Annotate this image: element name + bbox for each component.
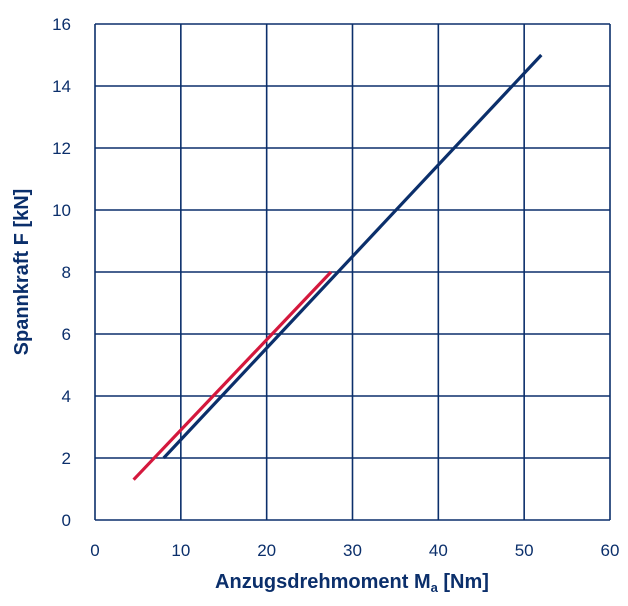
series-line-1 [162, 53, 543, 460]
grid [94, 23, 611, 521]
x-axis-title: Anzugsdrehmoment Ma [Nm] [215, 571, 489, 595]
y-tick-label: 4 [62, 387, 71, 406]
x-tick-label: 20 [257, 541, 276, 560]
y-tick-label: 8 [62, 263, 71, 282]
y-tick-label: 14 [52, 77, 71, 96]
y-tick-label: 0 [62, 511, 71, 530]
y-tick-labels: 0 2 4 6 8 10 12 14 16 [52, 15, 71, 530]
y-tick-label: 2 [62, 449, 71, 468]
x-tick-label: 60 [601, 541, 620, 560]
x-tick-label: 50 [515, 541, 534, 560]
y-axis-title: Spannkraft F [kN] [11, 189, 33, 356]
x-tick-label: 30 [343, 541, 362, 560]
y-tick-label: 16 [52, 15, 71, 34]
series-group [132, 53, 543, 481]
x-tick-label: 0 [90, 541, 99, 560]
x-tick-label: 40 [429, 541, 448, 560]
y-tick-label: 12 [52, 139, 71, 158]
x-tick-label: 10 [171, 541, 190, 560]
y-tick-label: 6 [62, 325, 71, 344]
series-line-2 [132, 270, 333, 481]
x-tick-labels: 0 10 20 30 40 50 60 [90, 541, 619, 560]
y-tick-label: 10 [52, 201, 71, 220]
